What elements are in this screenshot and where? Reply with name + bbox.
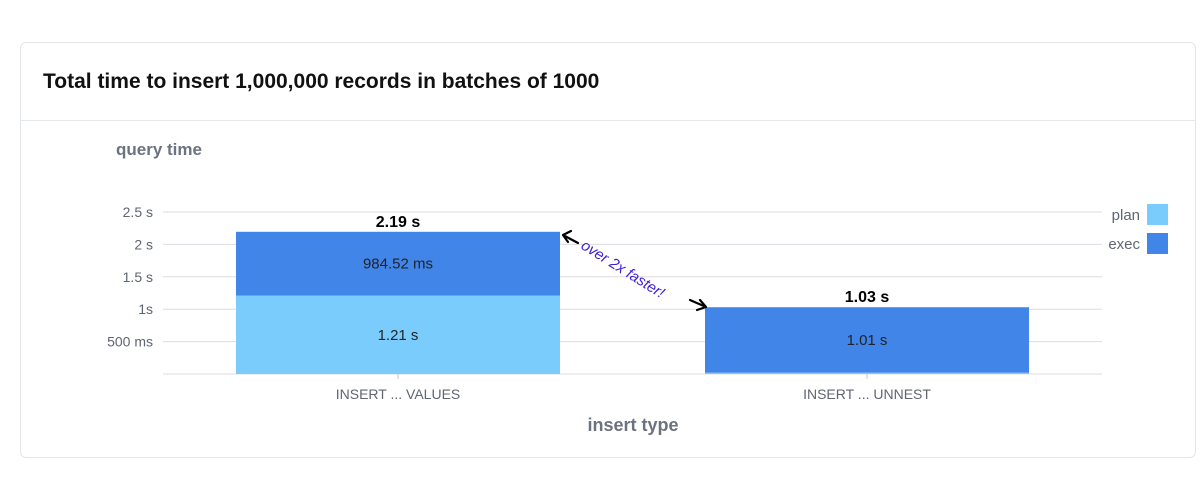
data-label: 984.52 ms — [363, 256, 433, 273]
data-label: 1.21 s — [378, 327, 419, 344]
data-label: 1.01 s — [847, 332, 888, 349]
x-category-label: INSERT ... UNNEST — [803, 386, 931, 402]
arrow-up-left-icon — [561, 229, 580, 245]
y-tick-label: 1.5 s — [123, 269, 153, 285]
chart-title: Total time to insert 1,000,000 records i… — [43, 70, 600, 93]
y-axis-title: query time — [116, 140, 202, 159]
chart-card: Total time to insert 1,000,000 records i… — [20, 42, 1196, 458]
legend: plan exec — [1108, 204, 1168, 254]
legend-label-exec: exec — [1108, 236, 1140, 253]
bar-plan — [705, 372, 1029, 374]
x-categories: INSERT ... VALUES INSERT ... UNNEST — [336, 374, 931, 402]
card-header: Total time to insert 1,000,000 records i… — [21, 43, 1195, 121]
bar-plan — [236, 295, 560, 374]
y-tick-label: 500 ms — [107, 334, 153, 350]
legend-swatch-exec — [1147, 233, 1168, 254]
x-axis-title: insert type — [587, 415, 678, 435]
bar-exec — [236, 231, 560, 296]
x-category-label: INSERT ... VALUES — [336, 386, 461, 402]
bar-exec — [705, 307, 1029, 373]
y-tick-label: 1s — [138, 301, 153, 317]
annotation: over 2x faster! — [561, 229, 708, 312]
y-tick-label: 2.5 s — [123, 204, 153, 220]
annotation-text: over 2x faster! — [578, 237, 668, 302]
arrow-down-right-icon — [688, 298, 708, 312]
y-ticks: 2.5 s 2 s 1.5 s 1s 500 ms — [107, 204, 153, 350]
legend-swatch-plan — [1147, 204, 1168, 225]
legend-label-plan: plan — [1112, 207, 1140, 224]
total-label: 1.03 s — [845, 289, 890, 306]
total-label: 2.19 s — [376, 214, 421, 231]
y-tick-label: 2 s — [134, 236, 153, 252]
